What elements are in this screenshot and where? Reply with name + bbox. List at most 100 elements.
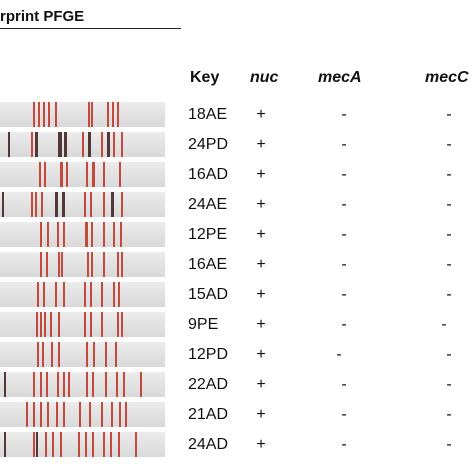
gel-band bbox=[113, 222, 115, 247]
gel-band bbox=[117, 252, 119, 277]
gel-band bbox=[103, 222, 105, 247]
row-key: 22AD bbox=[188, 376, 229, 393]
row-nuc: + bbox=[256, 106, 266, 123]
gel-band bbox=[36, 312, 38, 337]
row-mecc: - bbox=[446, 436, 452, 453]
row-mecc: - bbox=[446, 406, 452, 423]
gel-band bbox=[33, 372, 35, 397]
gel-band bbox=[60, 432, 62, 457]
gel-band bbox=[58, 132, 62, 157]
gel-band bbox=[79, 402, 81, 427]
gel-band bbox=[46, 252, 48, 277]
gel-band bbox=[107, 102, 109, 127]
gel-band bbox=[105, 372, 107, 397]
gel-band bbox=[58, 252, 60, 277]
gel-band bbox=[40, 222, 42, 247]
header-nuc: nuc bbox=[250, 69, 279, 86]
gel-band bbox=[37, 342, 39, 367]
row-meca: - bbox=[341, 106, 347, 123]
gel-band bbox=[31, 192, 33, 217]
gel-band bbox=[52, 432, 54, 457]
gel-band bbox=[85, 222, 88, 247]
gel-band bbox=[107, 132, 110, 157]
row-nuc: + bbox=[256, 316, 266, 333]
row-key: 12PE bbox=[188, 226, 228, 243]
gel-band bbox=[41, 192, 43, 217]
gel-band bbox=[88, 132, 91, 157]
row-meca: - bbox=[341, 436, 347, 453]
gel-lane bbox=[0, 132, 165, 157]
row-meca: - bbox=[341, 226, 347, 243]
gel-band bbox=[37, 282, 39, 307]
gel-band bbox=[112, 102, 114, 127]
row-mecc: - bbox=[446, 166, 452, 183]
gel-band bbox=[101, 312, 103, 337]
title-underline bbox=[0, 28, 181, 29]
gel-band bbox=[105, 342, 107, 367]
gel-band bbox=[58, 312, 60, 337]
gel-band bbox=[121, 312, 123, 337]
row-mecc: - bbox=[446, 226, 452, 243]
gel-band bbox=[101, 402, 103, 427]
row-nuc: + bbox=[256, 136, 266, 153]
row-meca: - bbox=[336, 346, 342, 363]
row-key: 12PD bbox=[188, 346, 229, 363]
gel-band bbox=[57, 222, 59, 247]
gel-band bbox=[85, 432, 87, 457]
gel-band bbox=[115, 342, 117, 367]
gel-band bbox=[121, 252, 123, 277]
gel-band bbox=[46, 372, 48, 397]
gel-band bbox=[55, 192, 58, 217]
row-meca: - bbox=[341, 196, 347, 213]
gel-band bbox=[91, 222, 93, 247]
gel-band bbox=[40, 312, 42, 337]
gel-band bbox=[39, 162, 41, 187]
row-meca: - bbox=[341, 406, 347, 423]
gel-band bbox=[87, 252, 89, 277]
row-nuc: + bbox=[256, 286, 266, 303]
gel-band bbox=[38, 102, 40, 127]
gel-lane bbox=[0, 432, 165, 457]
gel-lane bbox=[0, 282, 165, 307]
gel-lane bbox=[0, 222, 165, 247]
gel-band bbox=[48, 102, 50, 127]
row-nuc: + bbox=[256, 256, 266, 273]
gel-band bbox=[44, 162, 46, 187]
row-meca: - bbox=[341, 166, 347, 183]
gel-band bbox=[43, 282, 45, 307]
gel-band bbox=[86, 162, 88, 187]
gel-band bbox=[118, 432, 120, 457]
gel-band bbox=[118, 282, 120, 307]
row-key: 15AD bbox=[188, 286, 229, 303]
gel-band bbox=[123, 372, 125, 397]
gel-band bbox=[63, 282, 65, 307]
gel-band bbox=[90, 282, 92, 307]
gel-band bbox=[92, 432, 94, 457]
gel-band bbox=[101, 132, 103, 157]
gel-band bbox=[63, 222, 65, 247]
gel-band bbox=[103, 252, 105, 277]
pfge-gel-lanes bbox=[0, 0, 180, 474]
gel-band bbox=[140, 372, 142, 397]
row-key: 24AD bbox=[188, 436, 229, 453]
gel-band bbox=[86, 372, 88, 397]
gel-band bbox=[86, 342, 88, 367]
figure-title: rprint PFGE bbox=[0, 8, 85, 25]
gel-lane bbox=[0, 162, 165, 187]
gel-band bbox=[26, 402, 28, 427]
gel-band bbox=[68, 372, 70, 397]
header-mecc: mecC bbox=[425, 69, 469, 86]
gel-band bbox=[8, 132, 10, 157]
row-nuc: + bbox=[256, 346, 266, 363]
gel-band bbox=[42, 342, 44, 367]
gel-band bbox=[55, 282, 57, 307]
gel-band bbox=[60, 162, 63, 187]
gel-band bbox=[40, 372, 42, 397]
row-key: 21AD bbox=[188, 406, 229, 423]
gel-band bbox=[56, 402, 58, 427]
gel-band bbox=[91, 102, 93, 127]
row-nuc: + bbox=[256, 226, 266, 243]
gel-band bbox=[92, 372, 94, 397]
row-mecc: - bbox=[446, 196, 452, 213]
gel-band bbox=[66, 162, 68, 187]
